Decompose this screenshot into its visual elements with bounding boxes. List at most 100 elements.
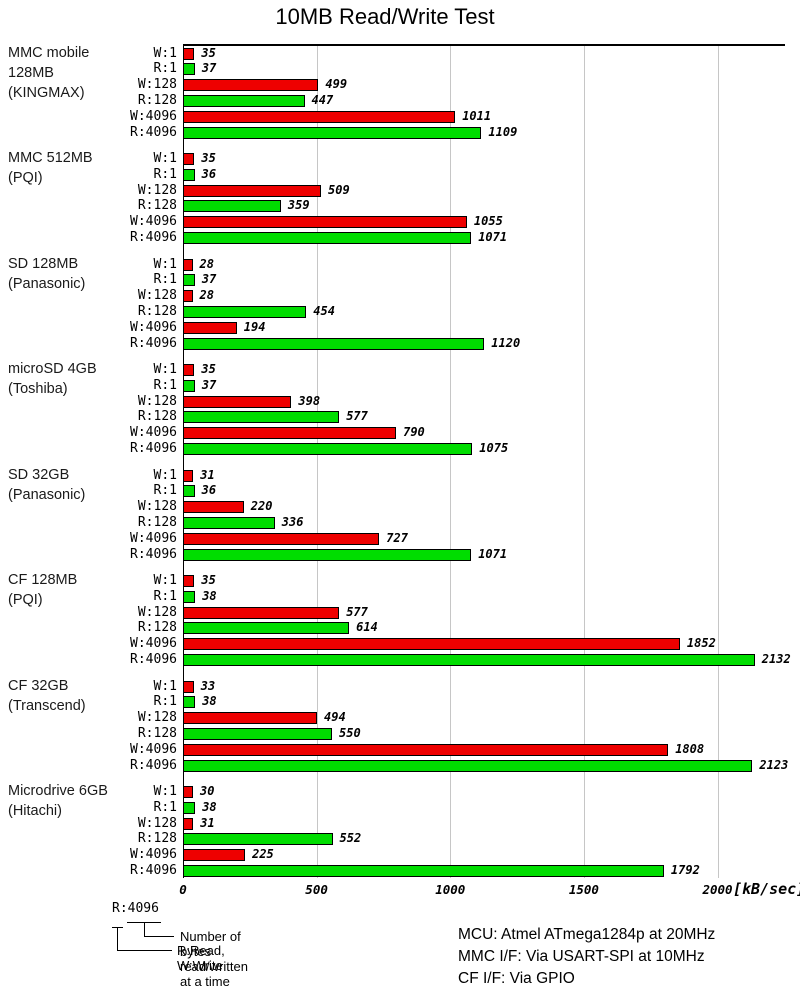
bar-row: R:4096 1075	[0, 441, 800, 457]
bar-value-label: 1792	[670, 863, 700, 878]
bar-value-label: 1011	[462, 108, 492, 123]
x-tick-label-1500: 1500	[568, 882, 599, 897]
write-bar	[183, 743, 669, 756]
write-bar	[183, 638, 680, 651]
bar-row: W:1 35	[0, 573, 800, 589]
bar-row: W:1 30	[0, 784, 800, 800]
bar-row: R:128 614	[0, 620, 800, 636]
bar-value-label: 28	[199, 256, 214, 271]
series-label: R:128	[137, 831, 177, 847]
series-label: W:4096	[130, 319, 177, 335]
write-bar	[183, 110, 456, 123]
bar-row: R:4096 1109	[0, 125, 800, 141]
bar-value-label: 225	[252, 847, 274, 862]
series-label: W:4096	[130, 214, 177, 230]
write-bar	[183, 532, 380, 545]
write-bar	[183, 321, 237, 334]
bar-value-label: 447	[311, 92, 334, 107]
bar-row: R:4096 1071	[0, 547, 800, 563]
read-bar	[183, 274, 195, 287]
bar-value-label: 37	[201, 61, 217, 76]
plot-top-border	[183, 44, 785, 46]
bar-row: W:4096 194	[0, 320, 800, 336]
bar-value-label: 1071	[478, 546, 508, 561]
group-label: CF 128MB (PQI)	[8, 572, 78, 609]
bar-row: R:1 38	[0, 800, 800, 816]
bar-value-label: 1109	[488, 124, 518, 139]
bar-value-label: 220	[250, 499, 273, 514]
x-tick-label-1000: 1000	[435, 882, 466, 897]
bar-value-label: 499	[325, 77, 348, 92]
bar-row: R:128 552	[0, 831, 800, 847]
series-label: R:4096	[130, 124, 177, 140]
write-bar	[183, 79, 319, 92]
series-label: W:4096	[130, 425, 177, 441]
series-label: W:128	[137, 288, 177, 304]
series-label: W:1	[153, 256, 177, 272]
bar-row: W:4096 1808	[0, 742, 800, 758]
series-label: W:1	[153, 45, 177, 61]
bar-row: R:4096 1071	[0, 230, 800, 246]
bar-value-label: 28	[199, 288, 214, 303]
bar-value-label: 194	[243, 319, 266, 334]
series-label: R:1	[153, 272, 177, 288]
bar-value-label: 1808	[675, 741, 705, 756]
bar-row: W:128 577	[0, 605, 800, 621]
bar-row: R:1 37	[0, 272, 800, 288]
read-bar	[183, 232, 472, 245]
bar-row: W:4096 727	[0, 531, 800, 547]
bar-value-label: 790	[403, 425, 425, 440]
group-label: microSD 4GB (Toshiba)	[8, 361, 97, 398]
bar-row: W:1 33	[0, 679, 800, 695]
bar-row: W:1 35	[0, 362, 800, 378]
write-bar	[183, 501, 244, 514]
bar-row: R:4096 1120	[0, 336, 800, 352]
bar-value-label: 359	[287, 198, 310, 213]
group-label: SD 128MB (Panasonic)	[8, 255, 86, 292]
read-bar	[183, 200, 281, 213]
group-label: MMC mobile 128MB (KINGMAX)	[8, 44, 90, 101]
bar-value-label: 38	[202, 799, 217, 814]
series-label: R:1	[153, 61, 177, 77]
bar-value-label: 577	[346, 409, 368, 424]
read-bar	[183, 654, 755, 667]
bar-value-label: 36	[201, 483, 217, 498]
bar-value-label: 552	[339, 831, 362, 846]
bar-value-label: 36	[201, 166, 217, 181]
write-bar	[183, 469, 194, 482]
write-bar	[183, 290, 193, 303]
series-label: R:4096	[130, 230, 177, 246]
series-label: R:1	[153, 694, 177, 710]
series-label: R:128	[137, 92, 177, 108]
bar-value-label: 35	[201, 573, 216, 588]
write-bar	[183, 786, 193, 799]
bar-value-label: 1120	[491, 335, 521, 350]
write-bar	[183, 817, 194, 830]
legend-note-bytes: Number of bytes read/written at a time	[180, 929, 248, 989]
bar-value-label: 614	[356, 620, 378, 635]
bar-row: R:4096 1792	[0, 863, 800, 879]
bar-row: W:4096 1011	[0, 109, 800, 125]
read-bar	[183, 727, 332, 740]
bar-row: W:128 398	[0, 394, 800, 410]
series-label: W:1	[153, 573, 177, 589]
bar-row: W:128 28	[0, 288, 800, 304]
footnote-mcu: MCU: Atmel ATmega1284p at 20MHz	[458, 926, 716, 943]
bar-value-label: 2123	[759, 757, 789, 772]
series-label: R:1	[153, 483, 177, 499]
bar-value-label: 398	[298, 393, 321, 408]
bar-value-label: 1075	[479, 441, 509, 456]
bar-row: W:4096 1055	[0, 214, 800, 230]
bar-value-label: 37	[201, 377, 217, 392]
series-label: W:128	[137, 604, 177, 620]
bar-value-label: 37	[201, 272, 217, 287]
write-bar	[183, 258, 193, 271]
legend-connector-bytes-h	[144, 936, 174, 937]
write-bar	[183, 712, 317, 725]
write-bar	[183, 216, 467, 229]
bar-value-label: 1071	[478, 230, 508, 245]
series-label: R:1	[153, 377, 177, 393]
read-bar	[183, 548, 472, 561]
x-tick-label-2000: 2000	[702, 882, 733, 897]
write-bar	[183, 395, 292, 408]
